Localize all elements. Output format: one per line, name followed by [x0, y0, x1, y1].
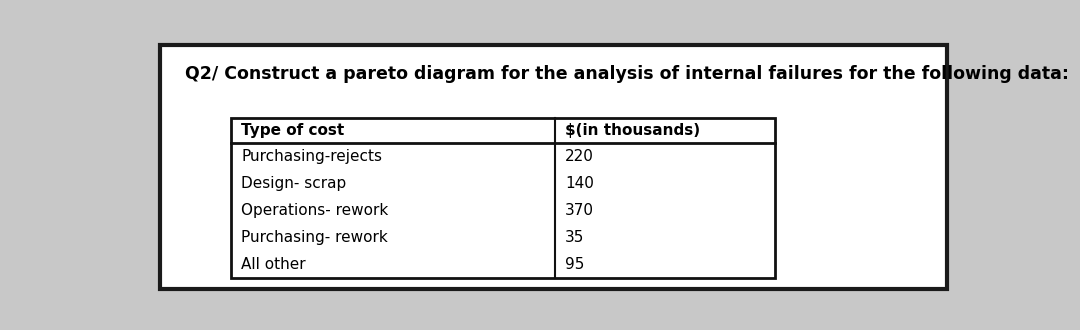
Text: Purchasing- rework: Purchasing- rework [241, 230, 388, 246]
Text: Type of cost: Type of cost [241, 123, 345, 138]
Text: All other: All other [241, 257, 306, 273]
Text: Design- scrap: Design- scrap [241, 176, 347, 191]
Text: 220: 220 [565, 149, 594, 164]
Text: 35: 35 [565, 230, 584, 246]
Text: 370: 370 [565, 203, 594, 218]
Text: Operations- rework: Operations- rework [241, 203, 389, 218]
Bar [231, 118, 775, 279]
Text: 95: 95 [565, 257, 584, 273]
Text: Q2/ Construct a pareto diagram for the analysis of internal failures for the fol: Q2/ Construct a pareto diagram for the a… [186, 65, 1069, 83]
Text: $(in thousands): $(in thousands) [565, 123, 700, 138]
Text: 140: 140 [565, 176, 594, 191]
Text: Purchasing-rejects: Purchasing-rejects [241, 149, 382, 164]
